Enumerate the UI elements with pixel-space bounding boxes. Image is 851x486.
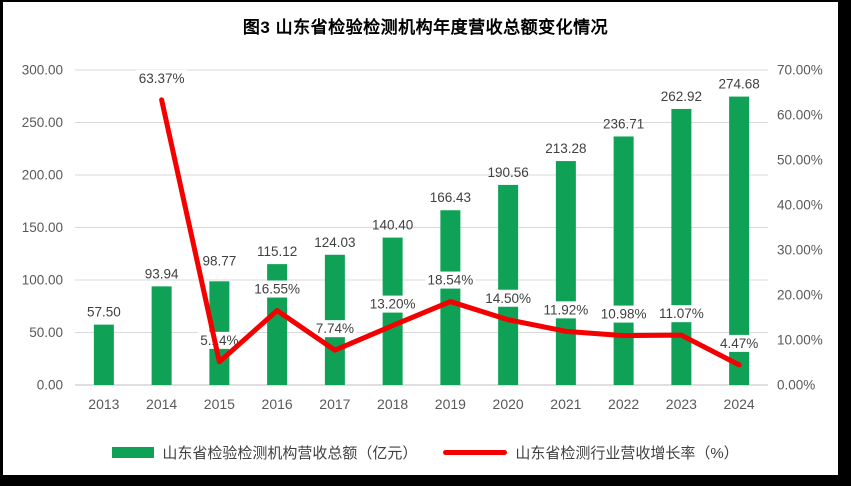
bar-label-2020: 190.56 xyxy=(487,165,528,180)
x-axis-label-2023: 2023 xyxy=(666,396,697,412)
left-axis-tick: 250.00 xyxy=(22,115,63,130)
right-axis-tick: 10.00% xyxy=(777,333,823,348)
left-axis-tick: 100.00 xyxy=(22,273,63,288)
bar-2024 xyxy=(729,96,750,385)
line-label-bg xyxy=(482,289,534,307)
left-axis-tick: 0.00 xyxy=(37,378,63,393)
right-axis-tick: 30.00% xyxy=(777,243,823,258)
left-axis-tick: 200.00 xyxy=(22,168,63,183)
line-label-2021: 11.92% xyxy=(543,302,588,317)
line-label-bg xyxy=(540,301,592,319)
bar-2021 xyxy=(555,161,576,385)
right-axis-tick: 60.00% xyxy=(777,108,823,123)
x-axis-label-2021: 2021 xyxy=(550,396,581,412)
x-axis-label-2015: 2015 xyxy=(204,396,235,412)
line-label-2023: 11.07% xyxy=(659,306,704,321)
line-label-2015: 5.14% xyxy=(200,333,238,348)
bar-label-2017: 124.03 xyxy=(314,235,355,250)
legend-item-revenue: 山东省检验检测机构营收总额（亿元） xyxy=(112,442,417,463)
line-label-2020: 14.50% xyxy=(485,291,531,306)
right-axis-tick: 0.00% xyxy=(777,378,815,393)
line-label-bg xyxy=(197,331,241,349)
bar-2019 xyxy=(440,210,461,385)
line-label-bg xyxy=(717,334,761,352)
chart-title: 图3 山东省检验检测机构年度营收总额变化情况 xyxy=(242,18,609,37)
x-axis-label-2018: 2018 xyxy=(377,396,408,412)
x-axis-label-2017: 2017 xyxy=(319,396,350,412)
legend-label-revenue: 山东省检验检测机构营收总额（亿元） xyxy=(162,445,418,462)
line-label-2024: 4.47% xyxy=(720,336,758,351)
left-axis-tick: 50.00 xyxy=(29,325,63,340)
bar-2017 xyxy=(324,254,345,385)
growth-rate-line xyxy=(159,97,742,368)
legend-item-growth: 山东省检测行业营收增长率（%） xyxy=(443,442,739,463)
left-axis-tick: 300.00 xyxy=(22,63,63,78)
line-label-bg xyxy=(367,295,418,313)
x-axis-label-2016: 2016 xyxy=(262,396,293,412)
line-label-2018: 13.20% xyxy=(370,297,416,312)
line-label-bg xyxy=(251,280,303,298)
line-label-bg xyxy=(425,271,476,289)
x-axis-label-2022: 2022 xyxy=(608,396,639,412)
line-label-2016: 16.55% xyxy=(254,282,300,297)
x-axis-label-2019: 2019 xyxy=(435,396,466,412)
right-axis-tick: 70.00% xyxy=(777,63,823,78)
right-axis-tick: 20.00% xyxy=(777,288,823,303)
bar-label-2021: 213.28 xyxy=(545,141,586,156)
line-label-bg xyxy=(656,305,707,323)
bar-label-2016: 115.12 xyxy=(257,244,297,259)
bar-label-2022: 236.71 xyxy=(603,116,644,131)
x-axis-label-2014: 2014 xyxy=(146,396,177,412)
bar-2014 xyxy=(151,286,172,385)
right-axis-tick: 50.00% xyxy=(777,153,823,168)
legend-label-growth: 山东省检测行业营收增长率（%） xyxy=(515,445,739,462)
right-axis-tick: 40.00% xyxy=(777,198,823,213)
chart-legend: 山东省检验检测机构营收总额（亿元） 山东省检测行业营收增长率（%） xyxy=(0,442,851,463)
bar-2020 xyxy=(498,184,519,385)
bar-label-2019: 166.43 xyxy=(430,190,471,205)
line-label-2014: 63.37% xyxy=(139,71,185,86)
line-swatch-icon xyxy=(443,450,508,455)
line-label-2019: 18.54% xyxy=(427,273,473,288)
bar-label-2018: 140.40 xyxy=(372,218,413,233)
bar-label-2024: 274.68 xyxy=(718,77,759,92)
bar-label-2015: 98.77 xyxy=(202,253,236,268)
bar-label-2013: 57.50 xyxy=(87,305,121,320)
left-axis-tick: 150.00 xyxy=(22,220,63,235)
line-label-bg xyxy=(313,320,357,338)
bar-label-2014: 93.94 xyxy=(145,266,179,281)
bar-2023 xyxy=(671,108,692,386)
bar-2022 xyxy=(613,136,634,385)
line-label-2022: 10.98% xyxy=(601,307,647,322)
bar-label-2023: 262.92 xyxy=(661,89,702,104)
x-axis-label-2020: 2020 xyxy=(493,396,524,412)
line-label-bg xyxy=(598,305,649,323)
line-label-2017: 7.74% xyxy=(316,321,354,336)
x-axis-label-2024: 2024 xyxy=(724,396,755,412)
bar-swatch-icon xyxy=(112,447,155,458)
x-axis-label-2013: 2013 xyxy=(88,396,119,412)
line-label-bg xyxy=(136,69,187,87)
bar-2013 xyxy=(93,324,114,385)
